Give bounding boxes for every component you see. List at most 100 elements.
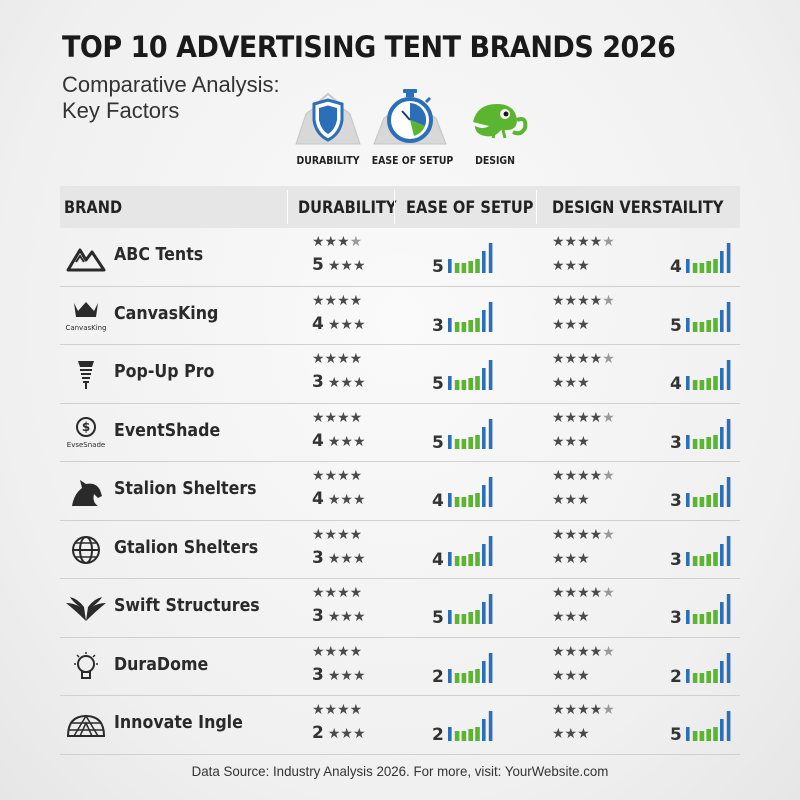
rating-bar [686,610,690,624]
rating-bar [454,321,460,332]
horse-logo-icon [62,474,110,508]
rating-bar [686,668,690,683]
design-versatility-value: 5 [670,725,682,745]
rating-bars [448,652,493,683]
rating-bar [488,652,493,683]
rating-bar [461,321,467,332]
rating-bars [686,243,731,273]
header-durability: DURABILITY [298,198,397,218]
rating-bar [454,380,460,390]
design-secondary-stars: ★★★ [552,257,590,273]
rating-bar [686,259,690,273]
rating-bars [686,418,731,449]
wings-logo-icon [62,591,110,625]
rating-bar [488,418,493,449]
rating-bar [488,360,493,390]
rating-bar [726,418,731,449]
durability-stars: ★★★★ [312,350,363,366]
rating-bar [720,309,724,332]
rating-bars [448,243,493,273]
dome-logo-icon [62,708,110,742]
rating-bar [448,551,452,566]
rating-bar [448,259,452,273]
rating-bar [461,380,467,390]
rating-bars [686,535,731,566]
factor-label: EASE OF SETUP [371,154,454,167]
rating-bar [468,319,473,332]
rating-bar [461,438,467,449]
ease-of-setup-bars [448,475,496,512]
rating-bar [726,535,731,566]
durability-value: 4 [312,489,324,509]
design-stars: ★★★★★ [552,408,615,425]
rating-bar [720,485,724,507]
rating-bar [706,670,711,683]
ease-of-setup-value: 4 [432,491,444,511]
rating-bar [686,551,690,566]
rating-bar [699,497,705,507]
rating-bar [713,610,718,624]
rating-bar [692,731,698,741]
design-versatility-bars [686,709,734,746]
durability-stars: ★★★★ [312,233,363,249]
design-versatility-value: 3 [670,432,682,453]
durability-score: 4 ★★★ [312,489,366,509]
shield-tent-icon [295,92,361,145]
design-stars: ★★★★★ [552,467,615,483]
design-versatility-bars [686,592,734,629]
design-versatility-value: 4 [670,374,682,394]
rating-bar [482,602,486,624]
rating-bar [454,497,460,507]
rating-bar [686,376,690,390]
rating-bar [686,434,690,449]
design-versatility-value: 3 [670,549,682,570]
stopwatch-tent-icon [373,89,447,145]
rating-bar [482,368,486,390]
design-stars: ★★★★★ [552,233,615,249]
rating-bar [699,555,705,566]
rating-bar [692,438,698,449]
rating-bar [448,668,452,683]
factor-design: DESIGN [450,86,540,167]
rating-bar [468,378,473,390]
design-versatility-bars [686,534,734,571]
rating-bar [454,438,460,449]
rating-bar [713,259,718,273]
rating-bar [461,731,467,741]
durability-score: 3 ★★★ [312,606,366,626]
rating-bar [488,711,493,741]
ease-of-setup-value: 5 [432,432,444,453]
design-stars: ★★★★★ [552,584,615,600]
rating-bar [699,321,705,332]
brand-name: DuraDome [114,653,209,675]
rating-bar [468,612,473,624]
rating-bars [686,594,731,624]
table-row: Stalion Shelters ★★★★ 4 ★★★ 4 ★★★★★ ★★★ 3 [60,462,740,521]
rating-bar [448,727,452,741]
table-row: Pop-Up Pro ★★★★ 3 ★★★ 5 ★★★★★ ★★★ 4 [60,345,740,404]
design-secondary-stars: ★★★ [552,608,590,624]
table-row: CanvasKing CanvasKing ★★★★ 4 ★★★ 3 ★★★★★ ★★★ 5 [60,287,740,345]
page-title: TOP 10 ADVERTISING TENT BRANDS 2026 [62,30,676,64]
brand-name: ABC Tents [114,244,204,265]
lightbulb-logo-icon [62,650,110,684]
table-row: DuraDome ★★★★ 3 ★★★ 2 ★★★★★ ★★★ 2 [60,638,740,696]
rating-bar [686,727,690,741]
factor-durability: DURABILITY [283,86,373,167]
rating-bar [720,543,724,566]
rating-bar [454,731,460,741]
design-versatility-bars [686,241,734,278]
rating-bar [706,553,711,566]
design-secondary-stars: ★★★ [552,491,590,507]
design-versatility-value: 3 [670,491,682,511]
comparison-table: BRAND DURABILITY EASE OF SETUP DESIGN VE… [60,186,740,755]
rating-bar [699,438,705,449]
design-secondary-stars: ★★★ [552,666,590,683]
rating-bar [713,727,718,741]
header-ease-of-setup: EASE OF SETUP [406,198,534,218]
durability-stars: ★★★★ [312,291,363,308]
rating-bar [475,727,480,741]
rating-bar [454,555,460,566]
ease-of-setup-value: 2 [432,725,444,745]
rating-bars [448,418,493,449]
